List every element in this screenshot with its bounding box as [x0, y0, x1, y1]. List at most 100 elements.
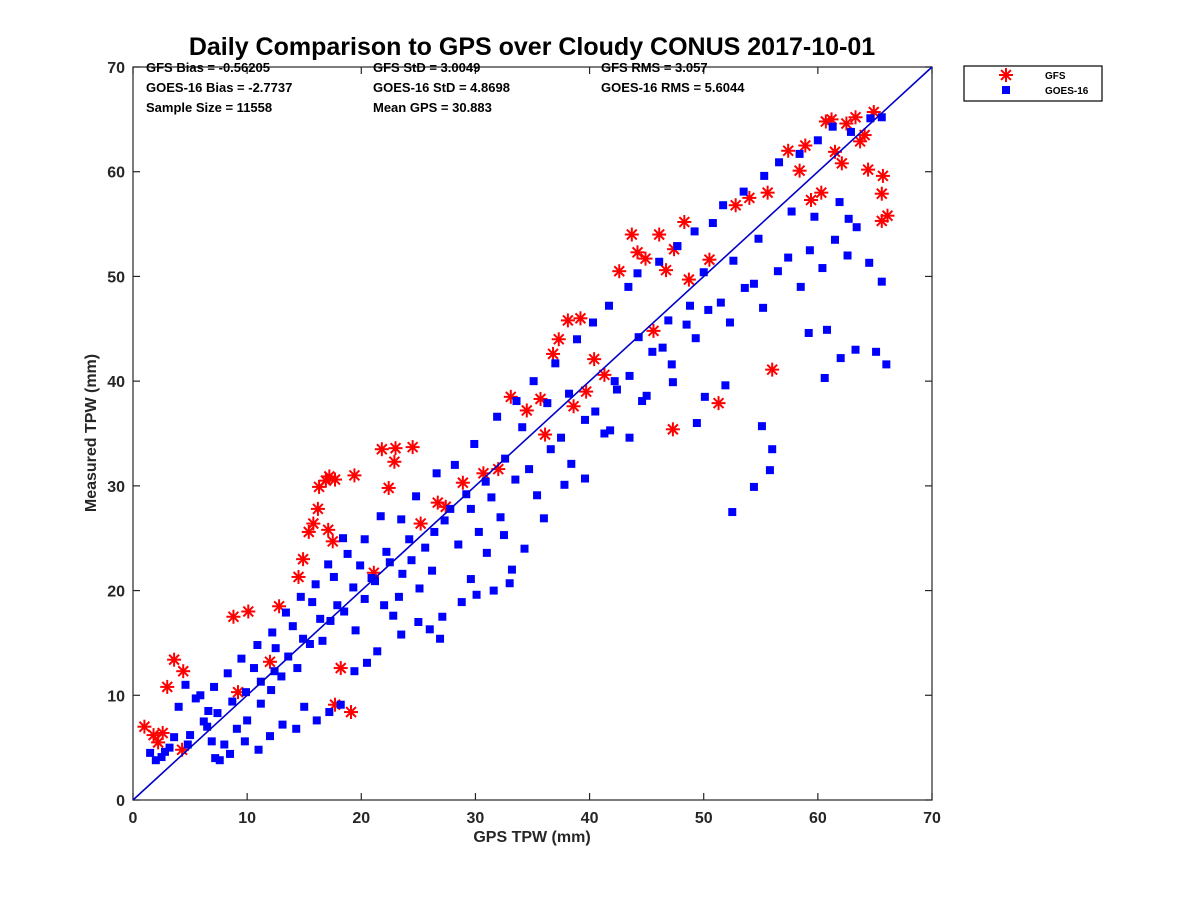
goes-point — [600, 429, 609, 438]
goes-std-text: GOES-16 StD = 4.8698 — [373, 80, 510, 95]
goes-point — [852, 223, 861, 232]
goes-point — [308, 598, 317, 607]
goes-point — [525, 465, 534, 474]
y-tick-label: 50 — [107, 269, 125, 286]
goes-point — [754, 234, 763, 243]
goes-point — [397, 630, 406, 639]
goes-point — [606, 426, 615, 435]
goes-point — [560, 480, 569, 489]
gfs-point — [566, 399, 581, 414]
gfs-point — [597, 367, 612, 382]
goes-point — [237, 654, 246, 663]
goes-point — [336, 700, 345, 709]
goes-point — [664, 316, 673, 325]
goes-point — [450, 460, 459, 469]
goes-point — [329, 572, 338, 581]
goes-point — [804, 328, 813, 337]
goes-point — [326, 616, 335, 625]
goes-point — [174, 702, 183, 711]
goes-point — [728, 508, 737, 517]
gfs-point — [155, 725, 170, 740]
goes-point — [682, 320, 691, 329]
legend-gfs-marker — [999, 68, 1013, 82]
goes-point — [822, 325, 831, 334]
goes-point — [729, 256, 738, 265]
goes-point — [496, 513, 505, 522]
goes-point — [765, 466, 774, 475]
goes-point — [213, 709, 222, 718]
gfs-point — [814, 185, 829, 200]
goes-point — [828, 122, 837, 131]
goes-point — [612, 385, 621, 394]
goes-point — [414, 617, 423, 626]
gfs-point — [659, 263, 674, 278]
goes-point — [226, 749, 235, 758]
goes-point — [692, 419, 701, 428]
goes-point — [318, 636, 327, 645]
gfs-point — [381, 480, 396, 495]
x-tick-label: 10 — [238, 810, 256, 827]
goes-point — [389, 611, 398, 620]
goes-point — [642, 391, 651, 400]
goes-point — [725, 318, 734, 327]
goes-point — [305, 639, 314, 648]
goes-point — [316, 614, 325, 623]
gfs-point — [677, 214, 692, 229]
gfs-point — [413, 516, 428, 531]
goes-point — [805, 246, 814, 255]
goes-point — [546, 445, 555, 454]
goes-bias-text: GOES-16 Bias = -2.7737 — [146, 80, 292, 95]
goes-point — [240, 737, 249, 746]
goes-point — [716, 298, 725, 307]
y-tick-label: 70 — [107, 60, 125, 77]
gfs-point — [291, 569, 306, 584]
goes-point — [505, 579, 514, 588]
goes-point — [278, 720, 287, 729]
goes-point — [204, 706, 213, 715]
goes-point — [581, 474, 590, 483]
goes-point — [256, 699, 265, 708]
goes-point — [795, 149, 804, 158]
goes-point — [223, 669, 232, 678]
y-tick-label: 60 — [107, 165, 125, 182]
gfs-point — [328, 472, 343, 487]
gfs-point — [875, 168, 890, 183]
mean-gps-text: Mean GPS = 30.883 — [373, 100, 492, 115]
gfs-point — [519, 403, 534, 418]
gfs-point — [325, 534, 340, 549]
y-tick-label: 10 — [107, 688, 125, 705]
goes-point — [567, 459, 576, 468]
goes-point — [846, 127, 855, 136]
goes-point — [268, 628, 277, 637]
goes-point — [511, 475, 520, 484]
goes-point — [300, 702, 309, 711]
one-to-one-line — [132, 66, 933, 801]
gfs-point — [630, 245, 645, 260]
goes-point — [466, 504, 475, 513]
gfs-point — [226, 609, 241, 624]
goes-point — [356, 561, 365, 570]
goes-point — [557, 433, 566, 442]
goes-point — [648, 347, 657, 356]
gfs-point — [624, 227, 639, 242]
goes-point — [242, 688, 251, 697]
goes-point — [633, 269, 642, 278]
goes-point — [340, 607, 349, 616]
gfs-point — [310, 501, 325, 516]
gfs-point — [146, 728, 161, 743]
gfs-point — [848, 110, 863, 125]
gfs-point — [546, 346, 561, 361]
goes-point — [625, 371, 634, 380]
stats-block: GFS Bias = -0.56205 GOES-16 Bias = -2.77… — [146, 60, 745, 115]
goes-point — [349, 583, 358, 592]
plot-area-frame — [132, 66, 933, 801]
goes-point — [253, 641, 262, 650]
gfs-point — [652, 227, 667, 242]
goes-point — [157, 753, 166, 762]
goes-point — [700, 392, 709, 401]
gfs-point — [137, 719, 152, 734]
goes-point — [719, 201, 728, 210]
gfs-point — [296, 552, 311, 567]
goes-rms-text: GOES-16 RMS = 5.6044 — [601, 80, 745, 95]
goes-point — [787, 207, 796, 216]
